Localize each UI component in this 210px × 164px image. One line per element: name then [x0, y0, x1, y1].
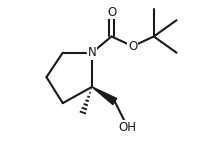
- Polygon shape: [92, 87, 117, 104]
- Text: O: O: [107, 6, 116, 19]
- Text: N: N: [88, 46, 96, 59]
- Text: OH: OH: [119, 121, 137, 134]
- Text: O: O: [128, 40, 137, 53]
